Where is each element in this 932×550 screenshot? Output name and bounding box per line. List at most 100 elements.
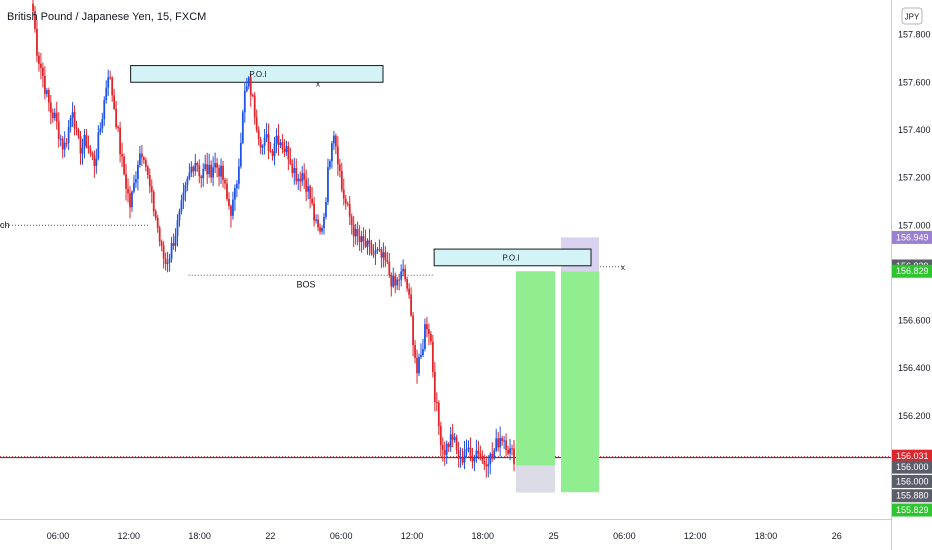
candle[interactable] [483, 454, 486, 471]
candle[interactable] [162, 241, 165, 269]
candle[interactable] [73, 105, 76, 136]
candle[interactable] [150, 179, 153, 204]
candle[interactable] [513, 439, 515, 472]
candle[interactable] [370, 239, 373, 256]
candle[interactable] [400, 264, 403, 287]
candle[interactable] [71, 102, 74, 127]
candle[interactable] [93, 150, 96, 178]
candle[interactable] [156, 215, 159, 233]
candle[interactable] [424, 318, 426, 352]
candle[interactable] [317, 214, 319, 232]
candle[interactable] [459, 447, 462, 468]
candle[interactable] [461, 448, 464, 466]
candle[interactable] [392, 267, 395, 288]
candle[interactable] [301, 166, 304, 186]
candle[interactable] [251, 93, 254, 98]
candle[interactable] [186, 176, 189, 192]
candle[interactable] [313, 197, 315, 227]
candle[interactable] [190, 161, 193, 177]
candle[interactable] [273, 137, 276, 166]
candle[interactable] [362, 227, 365, 250]
candle[interactable] [507, 445, 509, 456]
candle[interactable] [36, 19, 38, 63]
candle[interactable] [32, 0, 34, 16]
candle[interactable] [144, 157, 147, 172]
candle[interactable] [491, 442, 494, 462]
candle[interactable] [426, 316, 428, 338]
candle[interactable] [437, 400, 440, 436]
candle[interactable] [350, 213, 353, 235]
candle[interactable] [402, 259, 405, 277]
candle[interactable] [249, 73, 252, 107]
candle[interactable] [222, 160, 224, 188]
candle[interactable] [204, 154, 207, 172]
candle[interactable] [65, 137, 68, 148]
candle[interactable] [380, 246, 383, 268]
candle[interactable] [378, 239, 381, 252]
candle[interactable] [433, 362, 436, 412]
candle[interactable] [364, 229, 367, 248]
candle[interactable] [237, 158, 240, 190]
candle[interactable] [467, 440, 470, 453]
candle[interactable] [481, 450, 484, 464]
candle[interactable] [182, 183, 185, 210]
candle[interactable] [206, 152, 209, 184]
candle[interactable] [79, 131, 82, 165]
candle[interactable] [311, 187, 314, 206]
candle[interactable] [170, 236, 173, 263]
candle[interactable] [168, 253, 171, 272]
candle[interactable] [214, 152, 217, 173]
candle[interactable] [69, 115, 72, 133]
candle[interactable] [117, 125, 120, 133]
candle[interactable] [109, 70, 112, 80]
candle[interactable] [232, 191, 234, 220]
candle[interactable] [121, 142, 123, 168]
candle[interactable] [180, 194, 183, 215]
candle[interactable] [465, 439, 468, 457]
candle[interactable] [257, 126, 260, 146]
candle[interactable] [140, 145, 143, 167]
candle[interactable] [235, 180, 238, 198]
price-axis[interactable]: 157.800 157.600 157.400 157.200 157.000 156.6… [898, 30, 931, 421]
time-axis[interactable]: 06:00 12:00 18:00 22 06:00 12:00 18:00 25 06:00 1… [47, 531, 842, 541]
candle[interactable] [259, 136, 262, 155]
candle[interactable] [412, 311, 414, 357]
candle[interactable] [342, 178, 345, 206]
candle[interactable] [388, 253, 391, 278]
candle[interactable] [184, 181, 187, 202]
candle[interactable] [239, 132, 242, 169]
candle[interactable] [103, 96, 106, 126]
candle[interactable] [309, 184, 312, 209]
candle[interactable] [366, 238, 369, 255]
candle[interactable] [160, 239, 163, 252]
candle[interactable] [463, 440, 466, 470]
candle[interactable] [123, 153, 125, 176]
candle[interactable] [297, 173, 300, 190]
candle[interactable] [220, 158, 222, 184]
candle[interactable] [374, 242, 377, 265]
candle[interactable] [420, 343, 422, 360]
candle[interactable] [497, 432, 500, 452]
candle[interactable] [449, 426, 452, 452]
candle[interactable] [261, 144, 264, 155]
candle[interactable] [473, 454, 476, 472]
candle[interactable] [299, 171, 302, 192]
candle[interactable] [295, 158, 298, 185]
candle[interactable] [43, 66, 46, 100]
candle[interactable] [281, 134, 284, 154]
currency-badge[interactable]: JPY [901, 7, 923, 25]
candle[interactable] [455, 434, 458, 455]
candle[interactable] [247, 75, 250, 90]
candle[interactable] [95, 148, 98, 174]
candle[interactable] [293, 157, 296, 185]
candle[interactable] [228, 192, 230, 210]
candle[interactable] [164, 252, 167, 271]
candle[interactable] [61, 136, 64, 159]
candle[interactable] [135, 171, 137, 188]
candle[interactable] [447, 442, 450, 452]
candle[interactable] [348, 195, 351, 225]
candle[interactable] [390, 272, 393, 297]
candle[interactable] [45, 88, 48, 98]
candle[interactable] [441, 437, 444, 462]
